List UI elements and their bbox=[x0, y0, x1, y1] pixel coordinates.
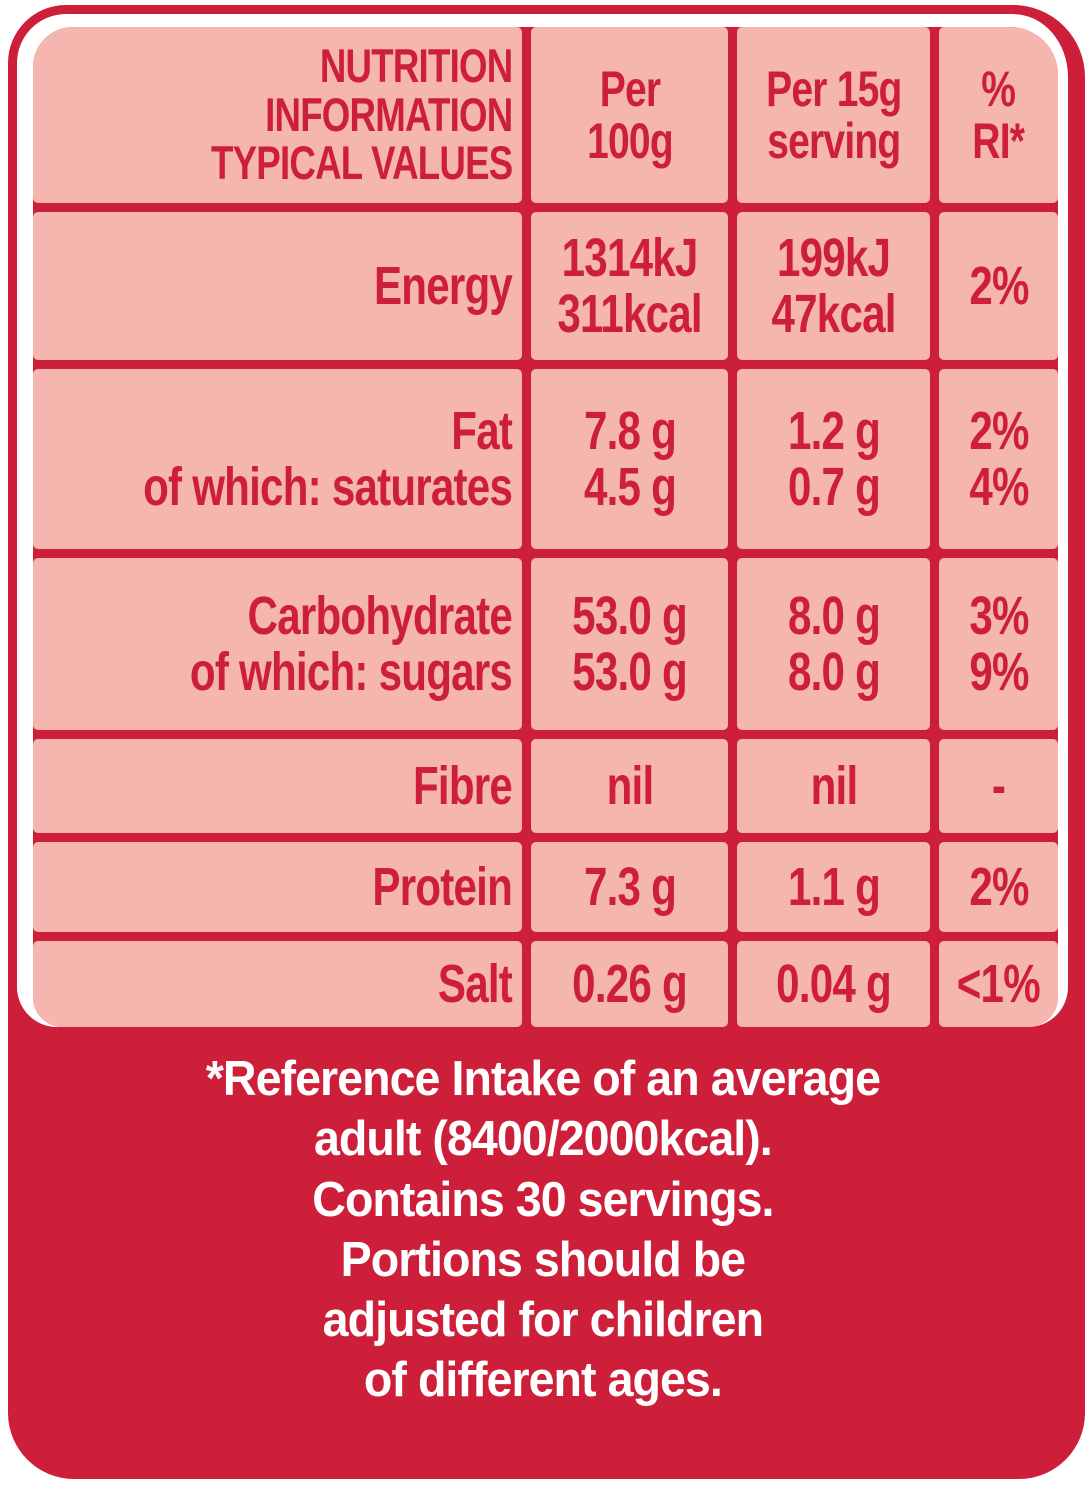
row-carbohydrate-label: Carbohydrate of which: sugars bbox=[33, 558, 523, 730]
fat-serving-text: 1.2 g 0.7 g bbox=[787, 400, 881, 517]
row-fat-per100: 7.8 g 4.5 g bbox=[531, 369, 729, 549]
energy-serving-text: 199kJ 47kcal bbox=[771, 227, 897, 344]
row-fat-ri: 2% 4% bbox=[939, 369, 1058, 549]
fat-label-text: Fat of which: saturates bbox=[143, 400, 513, 517]
row-energy-serving: 199kJ 47kcal bbox=[737, 212, 931, 360]
protein-ri-text: 2% bbox=[969, 856, 1029, 917]
row-energy-label: Energy bbox=[33, 212, 523, 360]
header-per-serving: Per 15g serving bbox=[737, 27, 931, 203]
reference-intake-footnote-text: *Reference Intake of an average adult (8… bbox=[205, 1052, 880, 1408]
header-per-100g: Per 100g bbox=[531, 27, 729, 203]
row-energy-per100: 1314kJ 311kcal bbox=[531, 212, 729, 360]
header-percent-ri: % RI* bbox=[939, 27, 1058, 203]
energy-ri-text: 2% bbox=[969, 255, 1029, 316]
fibre-serving-text: nil bbox=[810, 755, 858, 816]
header-typical-values: NUTRITION INFORMATION TYPICAL VALUES bbox=[33, 27, 523, 203]
header-percent-ri-text: % RI* bbox=[972, 61, 1026, 169]
row-fat-label: Fat of which: saturates bbox=[33, 369, 523, 549]
carbohydrate-serving-text: 8.0 g 8.0 g bbox=[787, 585, 881, 702]
header-per-serving-text: Per 15g serving bbox=[766, 61, 902, 169]
carbohydrate-label-text: Carbohydrate of which: sugars bbox=[189, 585, 513, 702]
row-carbohydrate-ri: 3% 9% bbox=[939, 558, 1058, 730]
carbohydrate-ri-text: 3% 9% bbox=[969, 585, 1029, 702]
row-protein-label: Protein bbox=[33, 842, 523, 932]
salt-per100-text: 0.26 g bbox=[572, 953, 688, 1014]
row-salt-serving: 0.04 g bbox=[737, 941, 931, 1027]
row-salt-ri: <1% bbox=[939, 941, 1058, 1027]
header-typical-values-text: NUTRITION INFORMATION TYPICAL VALUES bbox=[210, 38, 513, 190]
nutrition-table-sheet: NUTRITION INFORMATION TYPICAL VALUES Per… bbox=[17, 14, 1068, 1027]
nutrition-table: NUTRITION INFORMATION TYPICAL VALUES Per… bbox=[33, 27, 1058, 1027]
row-fibre-ri: - bbox=[939, 739, 1058, 833]
row-carbohydrate-serving: 8.0 g 8.0 g bbox=[737, 558, 931, 730]
protein-per100-text: 7.3 g bbox=[583, 856, 677, 917]
row-salt-label: Salt bbox=[33, 941, 523, 1027]
energy-label-text: Energy bbox=[373, 255, 513, 316]
salt-ri-text: <1% bbox=[957, 953, 1041, 1014]
row-carbohydrate-per100: 53.0 g 53.0 g bbox=[531, 558, 729, 730]
row-energy-ri: 2% bbox=[939, 212, 1058, 360]
reference-intake-footnote: *Reference Intake of an average adult (8… bbox=[17, 1027, 1068, 1470]
row-fibre-serving: nil bbox=[737, 739, 931, 833]
row-protein-ri: 2% bbox=[939, 842, 1058, 932]
fibre-ri-text: - bbox=[992, 755, 1006, 816]
carbohydrate-per100-text: 53.0 g 53.0 g bbox=[572, 585, 688, 702]
row-protein-per100: 7.3 g bbox=[531, 842, 729, 932]
row-salt-per100: 0.26 g bbox=[531, 941, 729, 1027]
header-per-100g-text: Per 100g bbox=[586, 61, 674, 169]
row-fibre-per100: nil bbox=[531, 739, 729, 833]
fat-per100-text: 7.8 g 4.5 g bbox=[583, 400, 677, 517]
protein-serving-text: 1.1 g bbox=[787, 856, 881, 917]
row-fibre-label: Fibre bbox=[33, 739, 523, 833]
nutrition-label: NUTRITION INFORMATION TYPICAL VALUES Per… bbox=[8, 5, 1085, 1479]
protein-label-text: Protein bbox=[372, 856, 513, 917]
salt-serving-text: 0.04 g bbox=[776, 953, 892, 1014]
salt-label-text: Salt bbox=[437, 953, 513, 1014]
row-protein-serving: 1.1 g bbox=[737, 842, 931, 932]
fibre-per100-text: nil bbox=[606, 755, 654, 816]
energy-per100-text: 1314kJ 311kcal bbox=[557, 227, 702, 344]
row-fat-serving: 1.2 g 0.7 g bbox=[737, 369, 931, 549]
fat-ri-text: 2% 4% bbox=[969, 400, 1029, 517]
fibre-label-text: Fibre bbox=[413, 755, 513, 816]
